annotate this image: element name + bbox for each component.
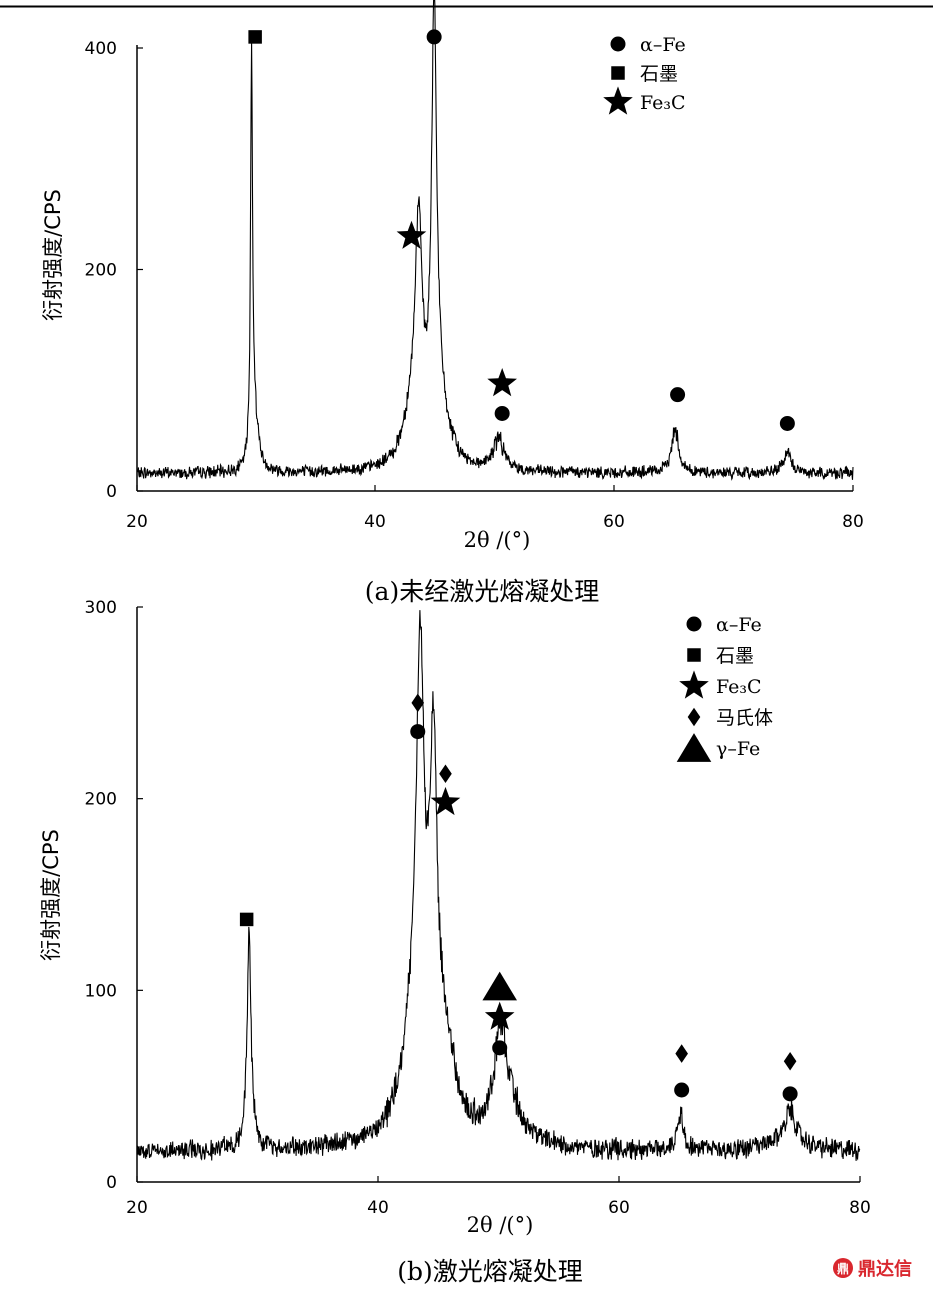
peak-marker-star xyxy=(396,220,427,249)
legend-label: γ–Fe xyxy=(716,738,760,760)
x-tick-label: 80 xyxy=(849,1198,871,1218)
legend-marker-square xyxy=(687,648,701,662)
watermark-icon-glyph: 鼎 xyxy=(837,1262,849,1276)
peak-marker-diamond xyxy=(439,764,452,784)
legend-marker-circle xyxy=(610,36,626,52)
legend-marker-square xyxy=(611,66,625,80)
peak-marker-circle xyxy=(426,29,442,45)
peak-marker-triangle xyxy=(482,971,517,1001)
legend-b: α–Fe 石墨 Fe₃C 马氏体 γ–Fe xyxy=(676,614,773,762)
x-tick-label: 40 xyxy=(364,512,386,532)
peak-marker-circle xyxy=(779,415,795,431)
peak-marker-circle xyxy=(494,405,510,421)
legend-marker-triangle xyxy=(676,733,712,762)
peak-markers-a xyxy=(248,29,795,431)
legend-label: Fe₃C xyxy=(716,676,762,698)
peak-marker-square xyxy=(239,912,254,927)
y-tick-label: 400 xyxy=(85,39,117,59)
y-tick-label: 200 xyxy=(85,261,117,281)
peak-marker-diamond xyxy=(783,1051,797,1071)
legend-a: α–Fe 石墨 Fe₃C xyxy=(603,34,686,115)
caption-b: (b)激光熔凝处理 xyxy=(397,1257,583,1286)
x-tick-label: 40 xyxy=(367,1198,389,1218)
peak-markers-b xyxy=(239,693,798,1102)
peak-marker-circle xyxy=(674,1082,690,1098)
peak-marker-circle xyxy=(782,1086,798,1102)
peak-marker-circle xyxy=(410,724,426,740)
xrd-curve-a xyxy=(136,0,854,481)
x-tick-label: 60 xyxy=(608,1198,630,1218)
x-axis-label-b: 2θ /(°) xyxy=(467,1213,534,1237)
y-axis-label-b: 衍射强度/CPS xyxy=(39,829,63,961)
legend-label: 马氏体 xyxy=(716,707,773,729)
x-tick-label: 20 xyxy=(126,512,148,532)
x-tick-label: 20 xyxy=(126,1198,148,1218)
legend-label: Fe₃C xyxy=(640,92,686,114)
legend-label: 石墨 xyxy=(716,645,754,667)
watermark-label: 鼎达信 xyxy=(858,1258,912,1280)
y-tick-label: 100 xyxy=(85,981,117,1001)
panel-a: 20 40 60 80 0 200 400 α–Fe 石墨 Fe₃C 2θ /(°) 衍射强度/… xyxy=(41,0,864,606)
legend-marker-circle xyxy=(686,616,702,632)
y-axis-label-a: 衍射强度/CPS xyxy=(41,189,65,321)
legend-label: α–Fe xyxy=(640,34,686,56)
peak-marker-star xyxy=(487,368,517,397)
peak-marker-star xyxy=(484,1001,515,1030)
watermark-icon xyxy=(833,1258,853,1278)
y-tick-label: 0 xyxy=(106,482,117,502)
panel-b: 20 40 60 80 0 100 200 300 α–Fe 石墨 Fe₃C 马氏体 γ–Fe 2θ … xyxy=(39,598,871,1286)
legend-marker-star xyxy=(679,670,709,699)
legend-label: α–Fe xyxy=(716,614,762,636)
peak-marker-diamond xyxy=(411,693,425,713)
x-tick-label: 60 xyxy=(603,512,625,532)
peak-marker-star xyxy=(430,786,461,816)
watermark-logo: 鼎 鼎达信 xyxy=(833,1258,912,1280)
legend-marker-star xyxy=(603,86,633,115)
y-tick-label: 0 xyxy=(106,1173,117,1193)
x-axis-label-a: 2θ /(°) xyxy=(464,528,531,552)
peak-marker-circle xyxy=(492,1040,508,1056)
peak-marker-diamond xyxy=(675,1044,688,1063)
ticks-a: 20 40 60 80 0 200 400 xyxy=(85,39,864,532)
caption-a: (a)未经激光熔凝处理 xyxy=(365,577,599,606)
peak-marker-square xyxy=(248,30,262,44)
ticks-b: 20 40 60 80 0 100 200 300 xyxy=(85,598,871,1218)
legend-marker-diamond xyxy=(687,707,701,727)
y-tick-label: 300 xyxy=(85,598,117,618)
peak-marker-circle xyxy=(670,387,686,403)
x-tick-label: 80 xyxy=(842,512,864,532)
legend-label: 石墨 xyxy=(640,63,678,85)
y-tick-label: 200 xyxy=(85,790,117,810)
